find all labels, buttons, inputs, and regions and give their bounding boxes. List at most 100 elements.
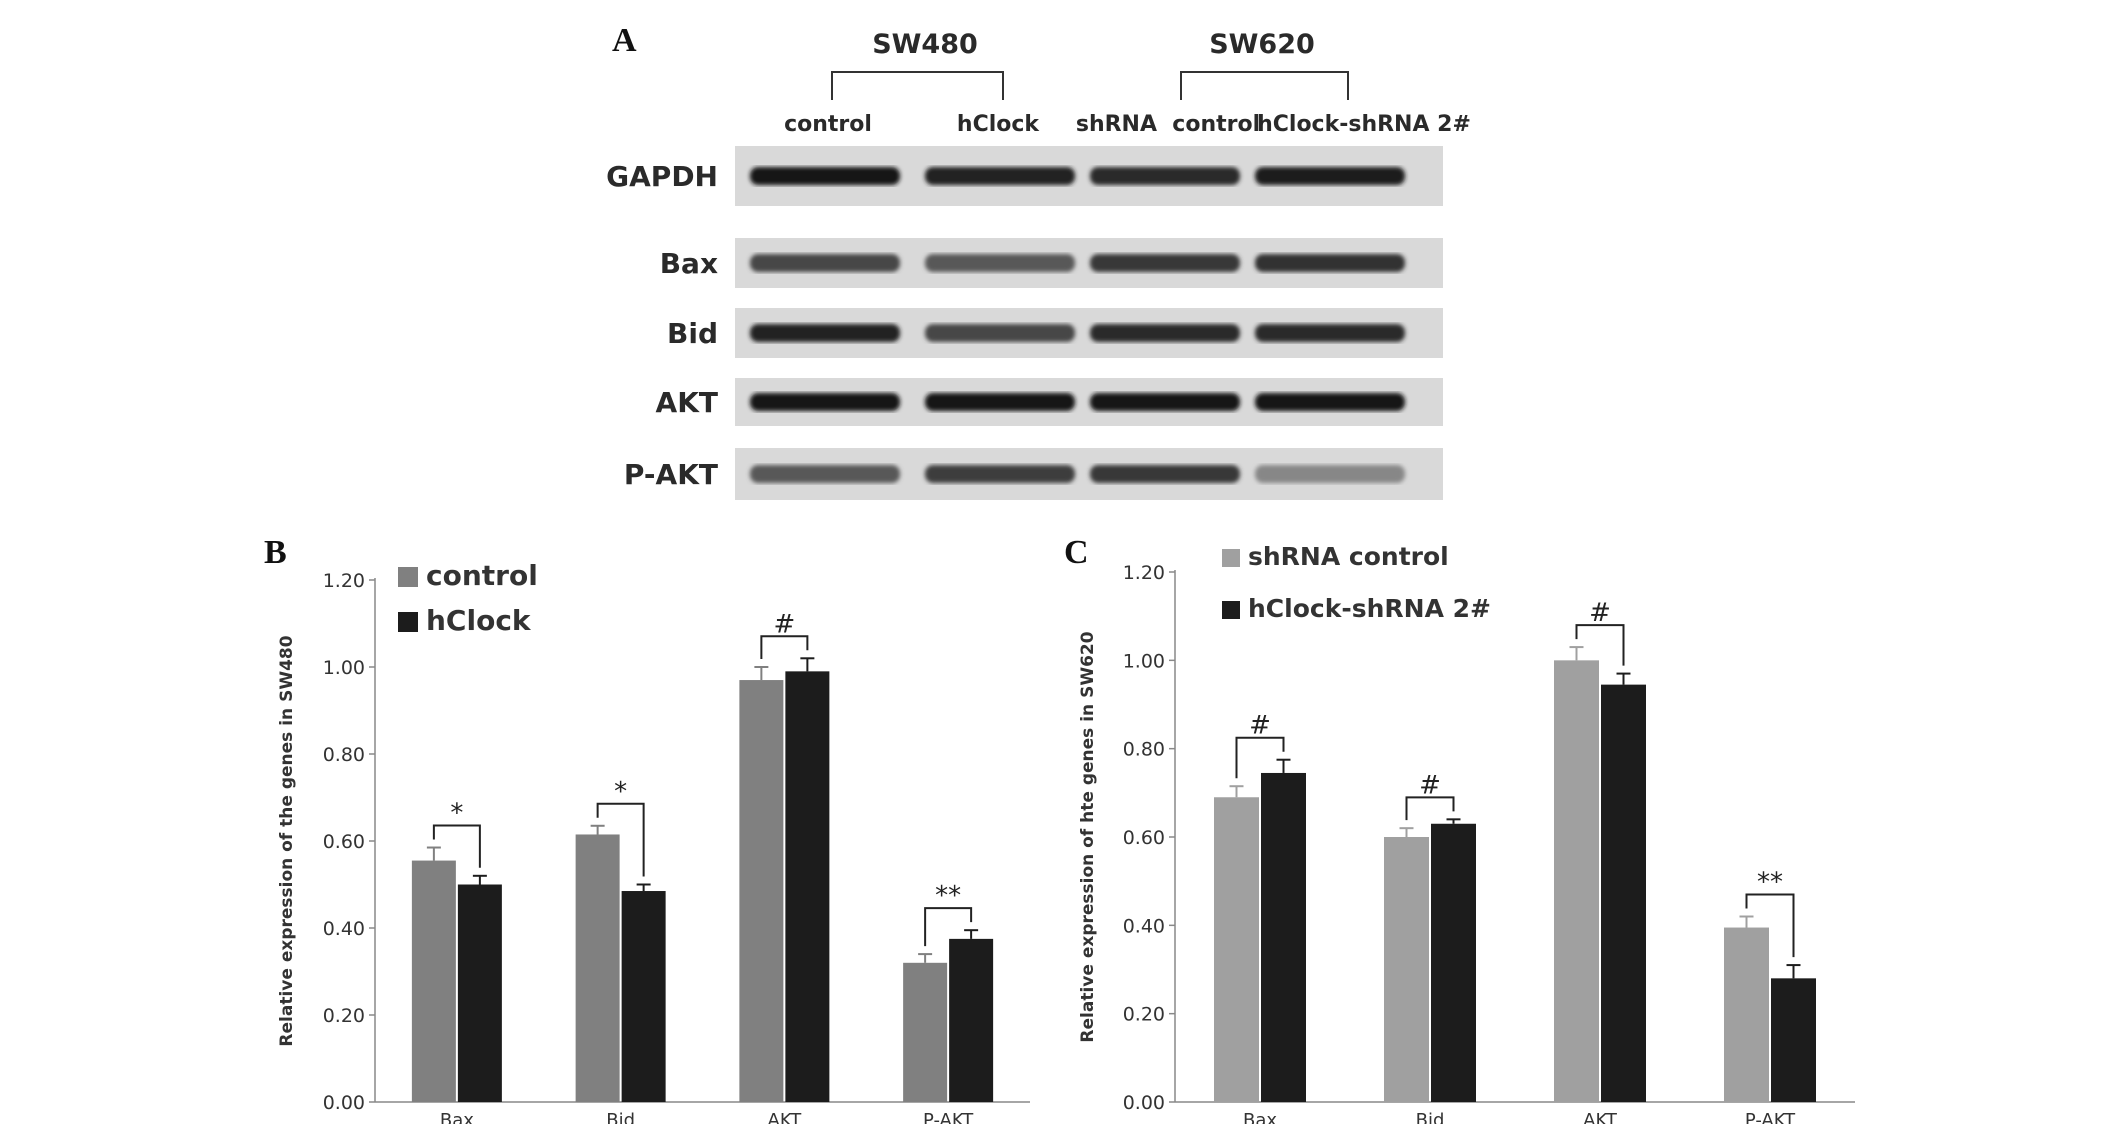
- y-tick-label: 0.40: [1123, 915, 1165, 937]
- significance-marker: **: [1757, 868, 1783, 898]
- bar-p-akt-series-1: [903, 962, 948, 1102]
- significance-marker: *: [614, 777, 627, 807]
- y-tick-label: 0.00: [1123, 1092, 1165, 1114]
- significance-bracket: [1405, 796, 1455, 821]
- blot-band-p-akt-1: [750, 465, 900, 483]
- blot-band-p-akt-2: [925, 465, 1075, 483]
- western-blot-panel: SW480 SW620 control hClock shRNA control…: [606, 29, 1471, 500]
- y-tick-label: 0.80: [1123, 739, 1165, 761]
- lane-label-control: control: [784, 112, 872, 137]
- significance-marker: #: [1419, 770, 1441, 800]
- blot-band-p-akt-4: [1255, 465, 1405, 483]
- category-label: Bid: [606, 1110, 635, 1124]
- blot-band-gapdh-1: [750, 167, 900, 185]
- bar-chart-sw480: 0.00 0.20 0.40 0.60 0.80 1.00 1.20 Relative exp…: [277, 559, 1030, 1124]
- panel-letter-b: B: [264, 534, 287, 571]
- y-tick-label: 1.00: [1123, 650, 1165, 672]
- y-axis-label: Relative expression of hte genes in SW62…: [1078, 631, 1098, 1042]
- bar-bid-series-2: [1431, 823, 1476, 1102]
- bar-bid-series-1: [1384, 837, 1429, 1102]
- lane-label-hclock-shrna: hClock-shRNA 2#: [1257, 112, 1471, 137]
- y-tick-label: 0.00: [323, 1092, 365, 1114]
- group-label-sw620: SW620: [1209, 29, 1315, 60]
- blot-band-bax-2: [925, 254, 1075, 272]
- legend-label-1: control: [426, 559, 538, 592]
- bar-chart-sw620: 0.00 0.20 0.40 0.60 0.80 1.00 1.20 Relative exp…: [1078, 542, 1855, 1124]
- bar-bid-series-2: [621, 891, 666, 1102]
- y-tick-label: 0.40: [323, 918, 365, 940]
- significance-marker: #: [1589, 598, 1611, 628]
- group-label-sw480: SW480: [872, 29, 978, 60]
- significance-marker: **: [935, 881, 961, 911]
- blot-band-gapdh-3: [1090, 167, 1240, 185]
- lane-label-hclock: hClock: [957, 112, 1041, 137]
- y-tick-label: 0.20: [323, 1005, 365, 1027]
- y-tick-label: 0.20: [1123, 1004, 1165, 1026]
- blot-band-p-akt-3: [1090, 465, 1240, 483]
- blot-band-akt-4: [1255, 393, 1405, 411]
- blot-row-label-gapdh: GAPDH: [606, 160, 718, 193]
- bar-bax-series-2: [1261, 772, 1306, 1102]
- bar-bax-series-1: [1214, 797, 1259, 1102]
- category-label: Bax: [1243, 1110, 1277, 1124]
- blot-band-gapdh-2: [925, 167, 1075, 185]
- significance-bracket: [760, 635, 809, 659]
- significance-bracket: [432, 824, 481, 868]
- y-tick-label: 0.60: [323, 831, 365, 853]
- bar-p-akt-series-2: [949, 938, 994, 1102]
- blot-band-bid-2: [925, 324, 1075, 342]
- legend-swatch-1: [398, 567, 418, 587]
- legend-label-1: shRNA control: [1248, 542, 1449, 571]
- blot-row-label-p-akt: P-AKT: [624, 458, 718, 491]
- legend-swatch-1: [1222, 549, 1240, 567]
- significance-bracket: [1575, 624, 1625, 666]
- blot-band-bax-1: [750, 254, 900, 272]
- significance-marker: *: [450, 799, 463, 829]
- blot-row-label-akt: AKT: [656, 386, 718, 419]
- panel-letter-a: A: [612, 22, 637, 59]
- bar-bid-series-1: [575, 834, 620, 1102]
- blot-band-akt-3: [1090, 393, 1240, 411]
- significance-bracket: [1235, 736, 1285, 779]
- bar-bax-series-2: [457, 884, 502, 1102]
- blot-band-bid-1: [750, 324, 900, 342]
- significance-marker: #: [773, 609, 795, 639]
- category-label: P-AKT: [923, 1110, 974, 1124]
- significance-marker: #: [1249, 711, 1271, 741]
- lane-label-shrna-control: shRNA control: [1076, 112, 1260, 137]
- bar-akt-series-2: [785, 671, 830, 1102]
- legend-swatch-2: [1222, 601, 1240, 619]
- category-label: Bid: [1416, 1110, 1445, 1124]
- blot-row-label-bax: Bax: [660, 247, 718, 280]
- group-bracket-sw620: [1180, 71, 1349, 100]
- blot-band-bax-3: [1090, 254, 1240, 272]
- y-axis-label: Relative expression of the genes in SW48…: [277, 635, 297, 1046]
- y-tick-label: 0.80: [323, 744, 365, 766]
- bar-akt-series-1: [739, 680, 784, 1102]
- bar-akt-series-1: [1554, 660, 1599, 1102]
- legend-swatch-2: [398, 612, 418, 632]
- blot-row-label-bid: Bid: [667, 317, 718, 350]
- y-tick-label: 1.20: [323, 570, 365, 592]
- significance-bracket: [1745, 893, 1795, 958]
- bar-p-akt-series-1: [1724, 927, 1769, 1102]
- significance-bracket: [924, 907, 973, 947]
- blot-band-bax-4: [1255, 254, 1405, 272]
- legend-label-2: hClock: [426, 604, 532, 637]
- y-tick-label: 1.20: [1123, 562, 1165, 584]
- category-label: Bax: [440, 1110, 474, 1124]
- y-tick-label: 1.00: [323, 657, 365, 679]
- blot-band-akt-2: [925, 393, 1075, 411]
- y-tick-label: 0.60: [1123, 827, 1165, 849]
- blot-band-bid-3: [1090, 324, 1240, 342]
- category-label: AKT: [1583, 1110, 1618, 1124]
- bar-p-akt-series-2: [1771, 978, 1816, 1102]
- group-bracket-sw480: [831, 71, 1004, 100]
- blot-band-gapdh-4: [1255, 167, 1405, 185]
- bar-bax-series-1: [411, 860, 456, 1102]
- blot-band-bid-4: [1255, 324, 1405, 342]
- category-label: AKT: [768, 1110, 803, 1124]
- blot-band-akt-1: [750, 393, 900, 411]
- panel-letter-c: C: [1064, 534, 1089, 571]
